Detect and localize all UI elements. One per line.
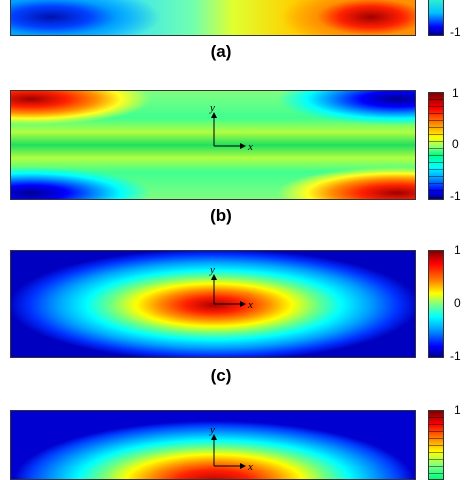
axis-label-x-c: x [247,299,253,311]
colorbar-c [428,250,444,358]
colorbar-b-tick-max: 1 [452,86,459,100]
axis-label-x-d: x [247,461,253,473]
colorbar-b-tick-mid: 0 [452,137,459,151]
axis-label-x-b: x [247,141,253,153]
field-map-a [10,0,416,36]
field-map-b [10,90,416,200]
panel-label-c: (c) [210,366,232,385]
colorbar-a [428,0,444,36]
axis-label-y-c: y [209,264,215,276]
axis-indicator-b: x y [209,102,253,153]
colorbar-d [428,410,444,480]
field-map-d [10,410,416,480]
panel-label-b: (b) [210,206,232,225]
colorbar-c-tick-max: 1 [454,243,461,257]
colorbar-c-tick-mid: 0 [454,296,461,310]
axis-label-y-b: y [209,102,215,114]
field-map-c [10,250,416,358]
axis-indicator-d: x y [209,424,253,473]
panel-label-a: (a) [210,42,232,61]
colorbar-a-tick: -1 [450,25,461,39]
colorbar-b-tick-min: -1 [450,189,461,203]
axis-label-y-d: y [209,424,215,436]
colorbar-c-tick-min: -1 [450,349,461,363]
colorbar-b [428,92,444,200]
colorbar-d-tick-max: 1 [454,403,461,417]
axis-indicator-c: x y [209,264,253,311]
